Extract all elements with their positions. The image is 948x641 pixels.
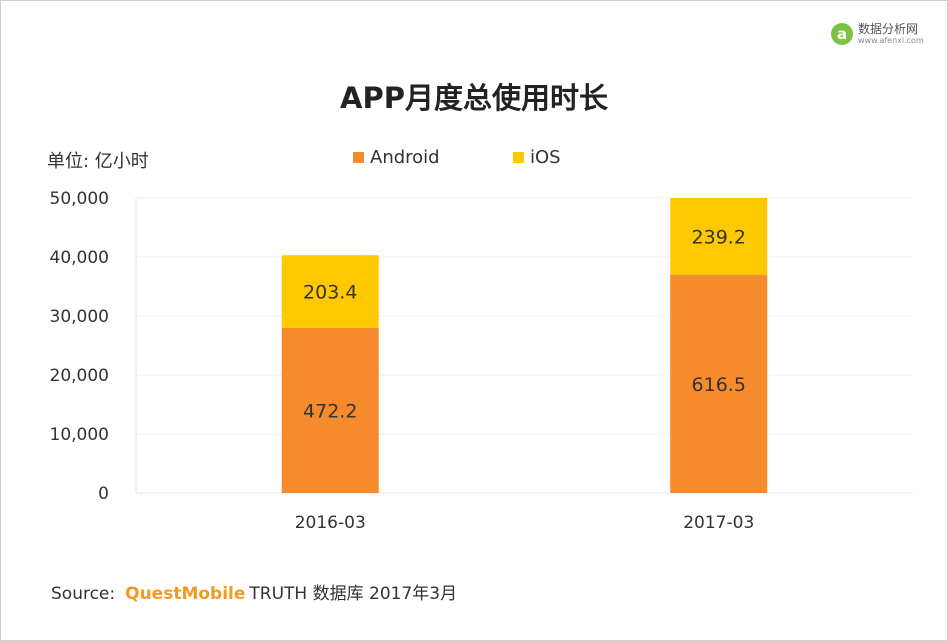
logo-url: www.afenxi.com <box>858 36 924 45</box>
y-tick-label: 30,000 <box>50 307 109 327</box>
x-tick-label: 2016-03 <box>295 513 366 533</box>
afenxi-logo: a 数据分析网 www.afenxi.com <box>830 19 940 49</box>
chart-title: APP月度总使用时长 <box>340 81 608 115</box>
bar-android <box>670 274 768 493</box>
y-tick-label: 50,000 <box>50 189 109 209</box>
y-tick-label: 0 <box>98 484 109 504</box>
bar-chart: 0 10,000 20,000 30,000 40,000 50,000 472.2 203.… <box>50 189 913 533</box>
svg-text:a: a <box>837 25 847 43</box>
legend-item-ios: iOS <box>513 147 561 168</box>
source-prefix: Source: <box>51 584 116 604</box>
source-brand: QuestMobile <box>125 584 246 604</box>
logo-at-icon: a <box>831 23 853 45</box>
logo-name: 数据分析网 <box>858 22 919 36</box>
y-tick-label: 40,000 <box>50 248 109 268</box>
data-label: 616.5 <box>692 374 746 396</box>
legend-item-android: Android <box>353 147 440 168</box>
data-label: 203.4 <box>303 282 357 304</box>
legend-label-ios: iOS <box>530 147 561 168</box>
data-label: 472.2 <box>303 400 357 422</box>
y-tick-label: 10,000 <box>50 425 109 445</box>
data-label: 239.2 <box>692 226 746 248</box>
legend-swatch-ios <box>513 152 524 163</box>
legend-swatch-android <box>353 152 364 163</box>
source-suffix: TRUTH 数据库 2017年3月 <box>249 584 458 604</box>
bar-android <box>281 327 379 493</box>
unit-label: 单位: 亿小时 <box>47 151 149 172</box>
bar-ios <box>670 198 768 275</box>
source-note: Source: QuestMobile TRUTH 数据库 2017年3月 <box>51 579 457 604</box>
legend-label-android: Android <box>370 147 440 168</box>
y-tick-label: 20,000 <box>50 366 109 386</box>
x-tick-label: 2017-03 <box>683 513 754 533</box>
bar-ios <box>281 255 379 328</box>
